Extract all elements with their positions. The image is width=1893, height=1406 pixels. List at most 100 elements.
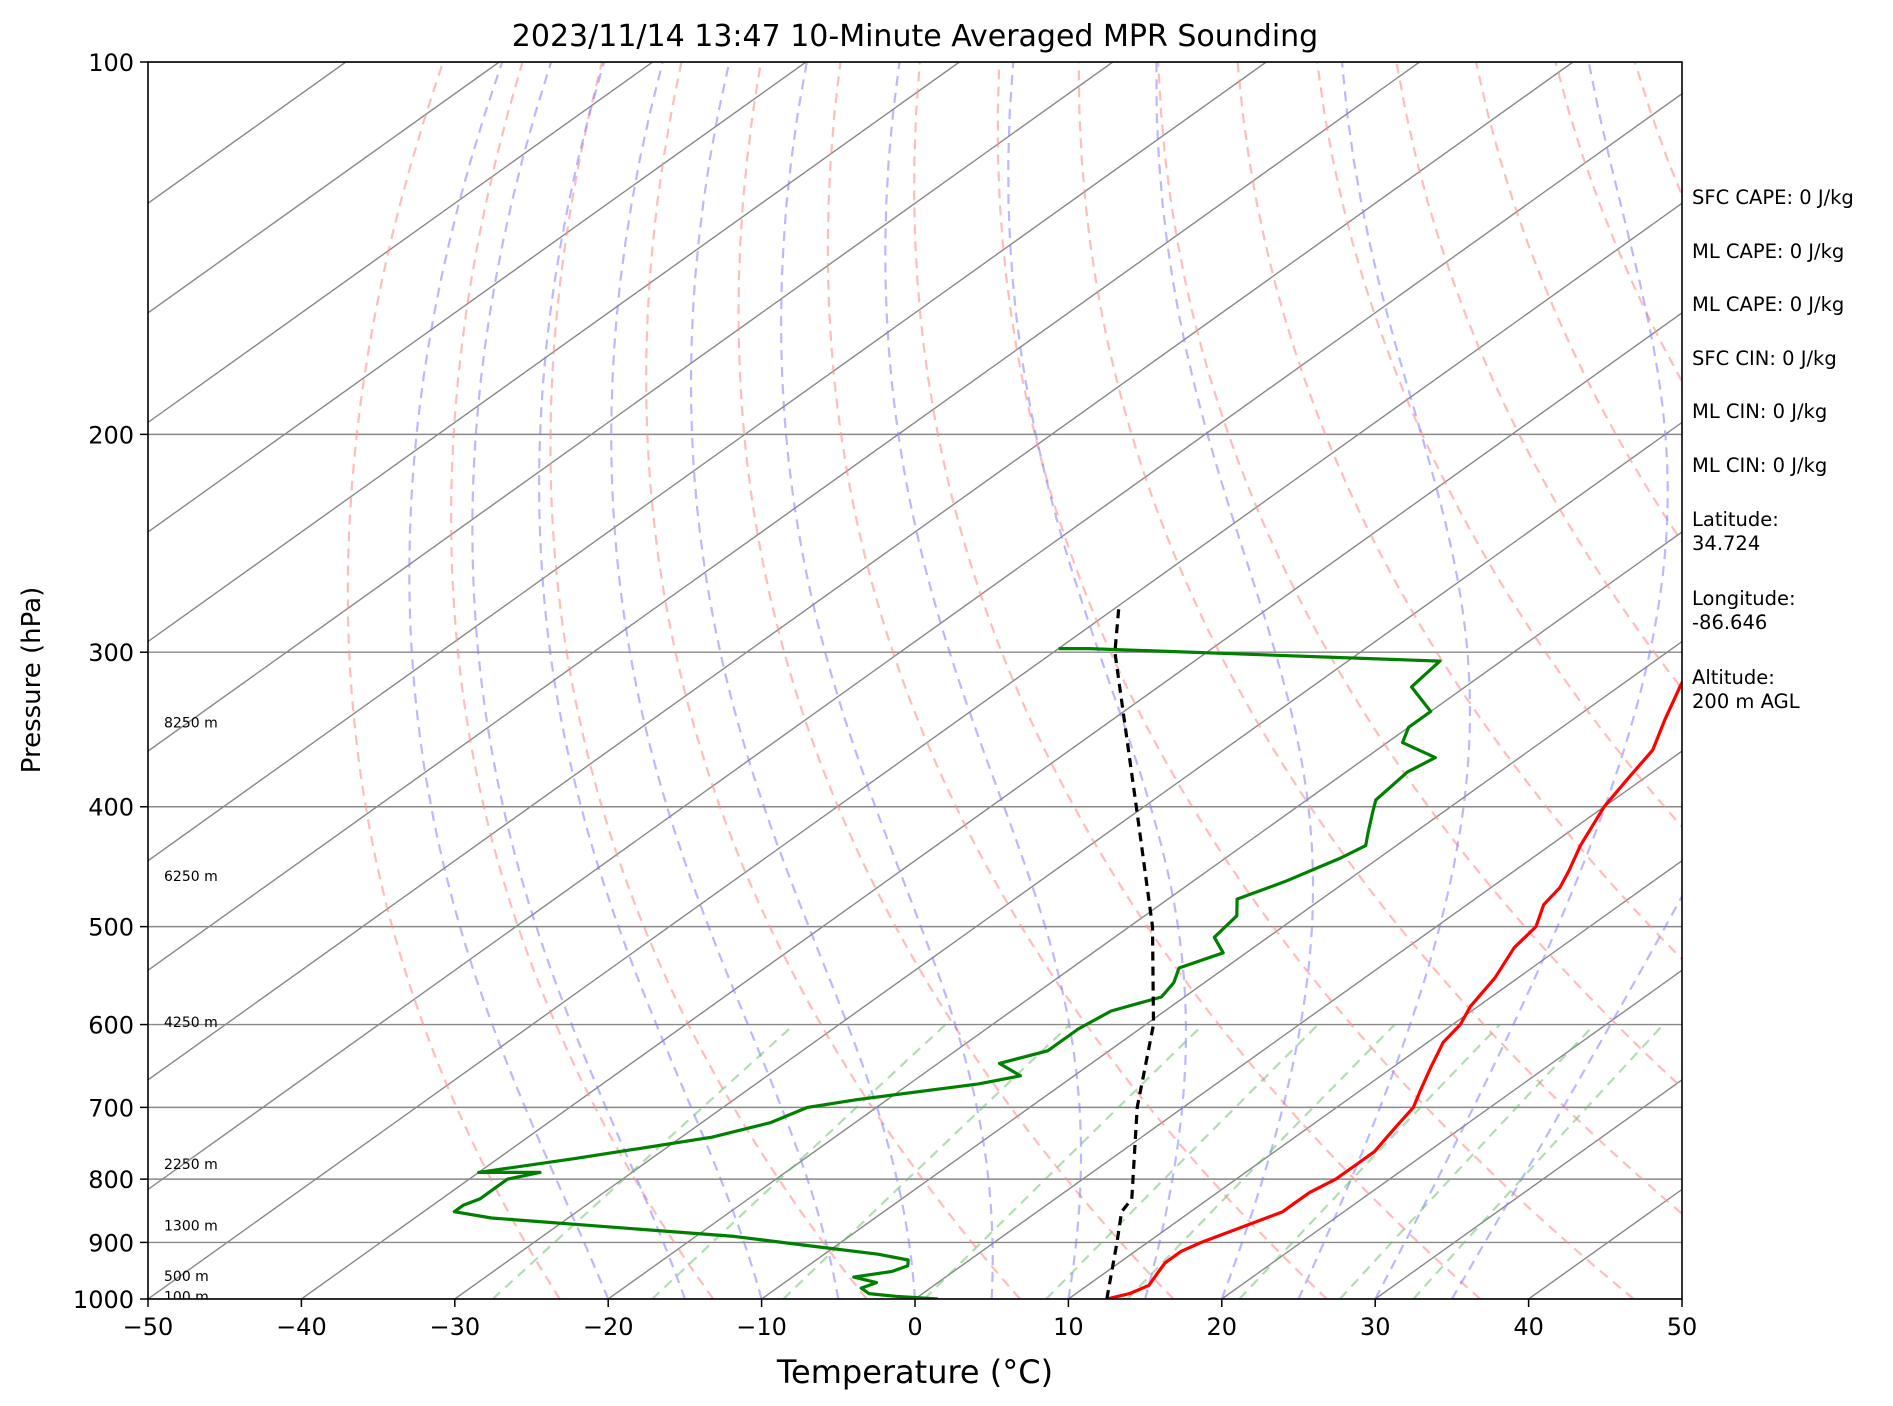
mixing-ratio-line: [1412, 1023, 1665, 1299]
ml-cin-text: ML CIN: 0 J/kg: [1692, 400, 1828, 423]
y-axis-label: Pressure (hPa): [17, 587, 47, 774]
moist-adiabat-line: [884, 62, 1083, 1299]
longitude-text: Longitude: -86.646: [1692, 587, 1796, 634]
moist-adiabat-line: [689, 62, 917, 1299]
isotherm-line: [148, 62, 1421, 972]
mixing-ratio-line: [491, 1023, 795, 1299]
sounding-series: [452, 605, 1682, 1299]
mixing-ratio-line: [1339, 1023, 1596, 1299]
height-label: 4250 m: [164, 1015, 218, 1031]
mixing-ratio-line: [1045, 1023, 1319, 1299]
temperature-line: [1106, 679, 1682, 1299]
height-label: 2250 m: [164, 1157, 218, 1173]
x-tick-label: 50: [1667, 1313, 1698, 1341]
isotherm-line: [454, 421, 1682, 1299]
altitude-text: Altitude: 200 m AGL: [1692, 666, 1800, 713]
dry-adiabat-line: [346, 62, 561, 1299]
isotherm-line: [1374, 1078, 1682, 1299]
x-tick-label: −50: [123, 1313, 174, 1341]
mixing-ratio-line: [1126, 1023, 1396, 1299]
x-tick-label: 10: [1053, 1313, 1084, 1341]
dry-adiabat-line: [1316, 62, 1682, 829]
y-tick-label: 1000: [73, 1286, 134, 1314]
x-axis-label: Temperature (°C): [776, 1353, 1053, 1391]
isotherm-line: [148, 62, 807, 533]
parcel-path-line: [1105, 605, 1156, 1299]
ml-cin-text-2: ML CIN: 0 J/kg: [1692, 454, 1828, 477]
x-tick-label: −20: [583, 1313, 634, 1341]
y-tick-label: 500: [88, 914, 134, 942]
latitude-text: Latitude: 34.724: [1692, 508, 1779, 555]
dry-adiabat-line: [549, 62, 868, 1299]
moist-adiabat-line: [471, 62, 686, 1299]
y-tick-label: 600: [88, 1012, 134, 1040]
isotherm-line: [148, 62, 347, 205]
isotherm-line: [148, 62, 960, 643]
y-tick-label: 300: [88, 639, 134, 667]
height-labels: 8250 m 6250 m 4250 m 2250 m 1300 m 500 m 100 m: [164, 716, 218, 1305]
isotherm-line: [148, 62, 1574, 1081]
x-tick-label: 0: [907, 1313, 922, 1341]
mixing-ratio-line: [651, 1023, 947, 1299]
moist-adiabat-line: [610, 62, 840, 1299]
x-tick-label: 40: [1513, 1313, 1544, 1341]
mixing-ratio-line: [923, 1023, 1204, 1299]
isotherm-line: [148, 62, 1114, 753]
dry-adiabat-line: [996, 62, 1635, 1299]
x-axis-ticks: −50 −40 −30 −20 −10 0 10 20 30 40 50: [123, 1299, 1698, 1341]
isotherm-line: [148, 202, 1682, 1299]
y-tick-label: 200: [88, 421, 134, 449]
height-label: 100 m: [164, 1289, 209, 1305]
y-axis-ticks: 100 200 300 400 500 600 700 800 900 1000: [73, 49, 148, 1314]
isotherm-line: [148, 62, 654, 424]
isotherm-line: [148, 62, 500, 314]
y-tick-label: 800: [88, 1166, 134, 1194]
dewpoint-line: [452, 646, 1442, 1299]
moist-adiabat-line: [1007, 62, 1188, 1299]
dry-adiabat-line: [645, 62, 1021, 1299]
dry-adiabat-line: [1077, 62, 1682, 1216]
mixing-ratio-line: [1238, 1023, 1501, 1299]
height-label: 500 m: [164, 1269, 209, 1285]
height-label: 6250 m: [164, 869, 218, 885]
dry-adiabat-line: [1395, 62, 1682, 691]
ml-cape-text-2: ML CAPE: 0 J/kg: [1692, 293, 1845, 316]
dry-adiabat-line: [913, 62, 1482, 1299]
height-label: 8250 m: [164, 716, 218, 732]
y-tick-label: 700: [88, 1094, 134, 1122]
isotherm-line: [1221, 969, 1682, 1299]
ml-cape-text: ML CAPE: 0 J/kg: [1692, 240, 1845, 263]
isotherm-line: [148, 92, 1682, 1191]
moist-adiabat-line: [408, 62, 610, 1299]
sfc-cape-text: SFC CAPE: 0 J/kg: [1692, 186, 1854, 209]
y-tick-label: 100: [88, 49, 134, 77]
mixing-ratio-line: [782, 1023, 1071, 1299]
chart-title: 2023/11/14 13:47 10-Minute Averaged MPR …: [512, 19, 1318, 54]
dry-adiabat-line: [1236, 62, 1682, 961]
isotherm-line: [761, 640, 1682, 1299]
isotherm-line: [607, 531, 1682, 1299]
moist-adiabat-line: [1297, 62, 1472, 1299]
isotherm-line: [300, 311, 1682, 1299]
dry-adiabat-line: [449, 62, 715, 1299]
dry-adiabat-line: [1157, 62, 1682, 1090]
x-tick-label: 20: [1207, 1313, 1238, 1341]
y-tick-label: 900: [88, 1229, 134, 1257]
x-tick-label: −40: [276, 1313, 327, 1341]
sfc-cin-text: SFC CIN: 0 J/kg: [1692, 347, 1837, 370]
x-tick-label: 30: [1360, 1313, 1391, 1341]
moist-adiabat-line: [1155, 62, 1315, 1299]
height-label: 1300 m: [164, 1218, 218, 1234]
isotherm-line: [1067, 859, 1682, 1299]
isotherm-line: [148, 62, 1267, 862]
dry-adiabat-line: [826, 62, 1328, 1299]
y-tick-label: 400: [88, 794, 134, 822]
moist-adiabat-line: [779, 62, 994, 1299]
reference-lines: [148, 62, 1893, 1299]
x-tick-label: −30: [429, 1313, 480, 1341]
moist-adiabat-line: [537, 62, 763, 1299]
moist-adiabat-line: [1374, 62, 1669, 1299]
dry-adiabat-line: [1873, 62, 1893, 1299]
x-tick-label: −10: [736, 1313, 787, 1341]
